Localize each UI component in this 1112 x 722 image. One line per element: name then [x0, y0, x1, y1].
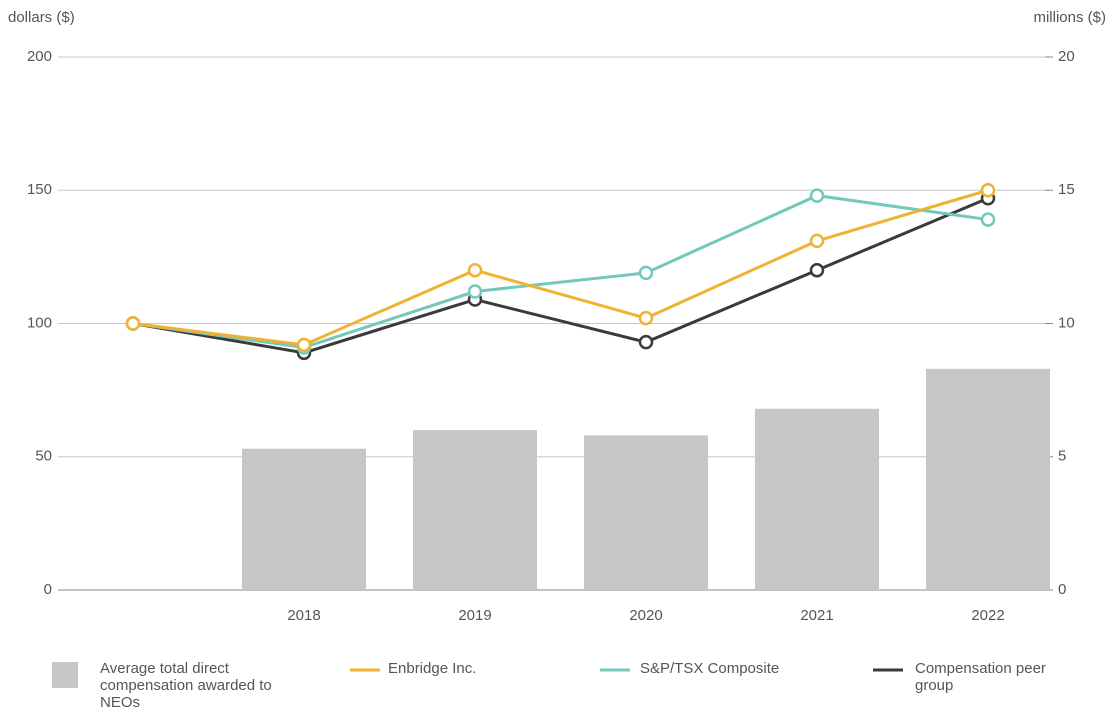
y-tick-label: 50 — [35, 448, 52, 465]
point — [296, 337, 312, 353]
point — [467, 262, 483, 278]
y-tick-label: 150 — [27, 181, 52, 198]
y2-tick-label: 5 — [1058, 448, 1066, 465]
y-tick-label: 200 — [27, 48, 52, 65]
legend-label: S&P/TSX Composite — [640, 660, 780, 677]
line — [132, 194, 989, 350]
point — [467, 284, 483, 299]
y2-axis-label: millions ($) — [1033, 9, 1106, 26]
bar — [926, 368, 1050, 590]
legend-label: Average total direct compensation awarde… — [100, 660, 272, 711]
point — [809, 233, 825, 249]
point — [980, 183, 996, 198]
y-axis-label: dollars ($) — [8, 9, 75, 26]
point — [809, 262, 825, 278]
point — [980, 212, 996, 227]
point — [809, 188, 825, 203]
bar — [584, 435, 708, 590]
y-tick-label: 100 — [27, 314, 52, 331]
legend-swatch — [52, 662, 78, 688]
line — [132, 188, 989, 347]
bar — [755, 408, 879, 590]
legend-label: Enbridge Inc. — [388, 660, 477, 677]
point — [125, 316, 141, 331]
bar — [413, 430, 537, 590]
point — [638, 310, 654, 326]
y2-tick-label: 15 — [1058, 181, 1075, 198]
bar — [242, 448, 366, 590]
point — [638, 265, 654, 281]
y2-tick-label: 20 — [1058, 48, 1075, 65]
x-tick-label: 2021 — [800, 607, 833, 624]
y2-tick-label: 0 — [1058, 581, 1066, 598]
x-tick-label: 2019 — [458, 607, 491, 624]
x-tick-label: 2022 — [971, 607, 1004, 624]
y-tick-label: 0 — [44, 581, 52, 598]
legend-label: Compensation peer group — [915, 660, 1046, 694]
point — [638, 334, 654, 350]
x-tick-label: 2018 — [287, 607, 320, 624]
y2-tick-label: 10 — [1058, 314, 1075, 331]
x-tick-label: 2020 — [629, 607, 662, 624]
line — [132, 196, 989, 355]
